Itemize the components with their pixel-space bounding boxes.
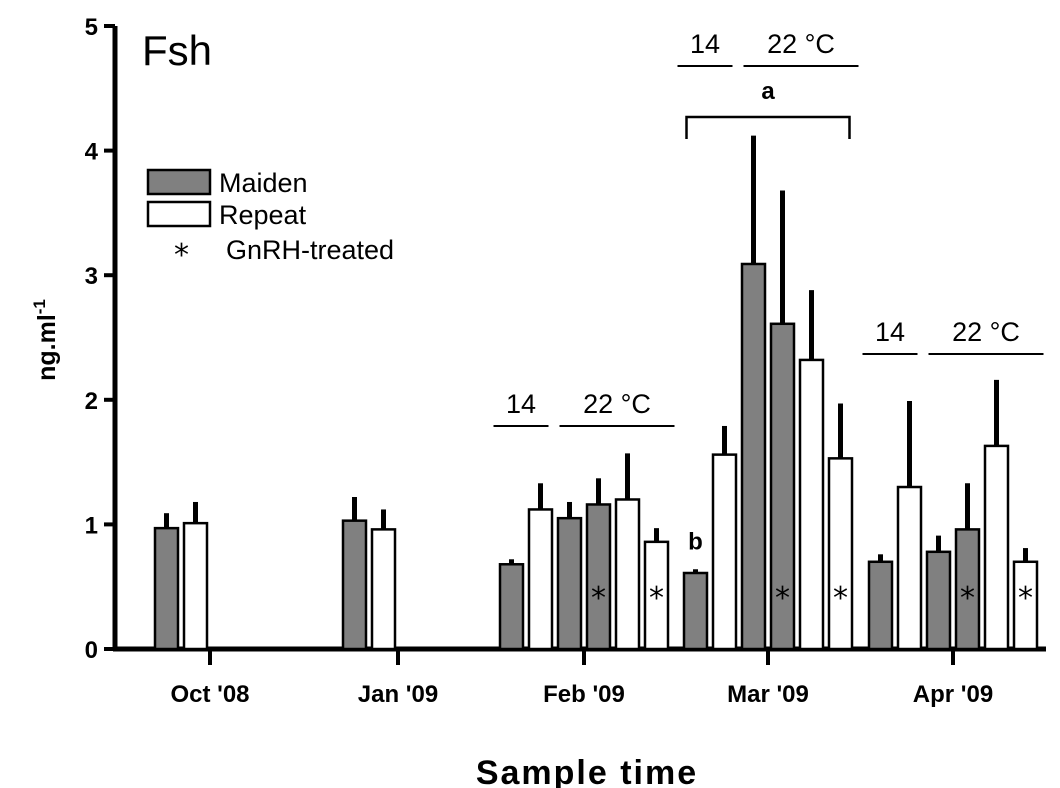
x-tick-label-0: Oct '08 bbox=[170, 681, 249, 708]
bar-1-1 bbox=[370, 528, 397, 651]
annotations: 14 22 °C b 14 22 °C a 14 22 °C bbox=[493, 29, 1044, 555]
temp-label-22-3: 22 °C bbox=[767, 29, 835, 59]
y-tick-label-5: 5 bbox=[85, 14, 98, 41]
y-tick-label-3: 3 bbox=[85, 263, 98, 290]
x-tick-label-4: Apr '09 bbox=[913, 681, 993, 708]
bracket-3 bbox=[685, 115, 851, 139]
y-axis-title-group: ng.ml-1 bbox=[30, 299, 61, 381]
y-ticks: 0 1 2 3 4 5 bbox=[85, 14, 115, 664]
legend-symbol-gnrh: * bbox=[174, 238, 189, 273]
gnrh-marker-4-3: * bbox=[960, 581, 975, 616]
bar-4-2 bbox=[925, 550, 952, 651]
y-axis-title-main: ng.ml bbox=[33, 314, 61, 381]
bar-3-4 bbox=[798, 358, 825, 651]
bar-3-5 bbox=[827, 457, 854, 651]
bar-0-1 bbox=[182, 521, 209, 651]
legend-label-maiden: Maiden bbox=[219, 168, 308, 198]
x-tick-label-2: Feb '09 bbox=[543, 681, 625, 708]
bar-2-4 bbox=[614, 498, 641, 651]
y-axis-title-superscript: -1 bbox=[30, 299, 49, 314]
legend: Maiden Repeat * GnRH-treated bbox=[146, 168, 394, 273]
temp-label-14-2: 14 bbox=[506, 389, 536, 419]
bar-4-4 bbox=[983, 444, 1010, 651]
bar-4-1 bbox=[896, 485, 923, 651]
gnrh-marker-3-5: * bbox=[833, 581, 848, 616]
gnrh-marker-2-5: * bbox=[649, 581, 664, 616]
bracket-label-3: a bbox=[761, 78, 775, 105]
gnrh-marker-3-3: * bbox=[775, 581, 790, 616]
gnrh-marker-2-3: * bbox=[591, 581, 606, 616]
bar-2-3 bbox=[585, 503, 612, 651]
temp-label-22-4: 22 °C bbox=[952, 317, 1020, 347]
bar-2-1 bbox=[527, 508, 554, 651]
bar-2-2 bbox=[556, 516, 583, 651]
y-tick-label-0: 0 bbox=[85, 637, 98, 664]
x-axis-title: Sample time bbox=[476, 754, 698, 788]
gnrh-marker-4-5: * bbox=[1018, 581, 1033, 616]
legend-label-repeat: Repeat bbox=[219, 200, 307, 230]
legend-label-gnrh: GnRH-treated bbox=[226, 235, 394, 265]
bar-0-0 bbox=[153, 526, 180, 651]
x-ticks: Oct '08 Jan '09 Feb '09 Mar '09 Apr '09 bbox=[170, 651, 993, 708]
legend-swatch-maiden bbox=[146, 168, 212, 196]
temp-label-22-2: 22 °C bbox=[583, 389, 651, 419]
bar-4-5 bbox=[1012, 560, 1039, 651]
bar-1-0 bbox=[341, 519, 368, 651]
significance-label-3-0: b bbox=[688, 528, 703, 555]
x-tick-label-1: Jan '09 bbox=[358, 681, 438, 708]
y-axis-title: ng.ml-1 bbox=[30, 299, 61, 381]
bar-3-2 bbox=[740, 262, 767, 651]
legend-swatch-repeat bbox=[146, 200, 212, 228]
bars: * * * * * * bbox=[153, 135, 1039, 651]
temp-label-14-4: 14 bbox=[875, 317, 905, 347]
bar-4-3 bbox=[954, 528, 981, 651]
x-tick-label-3: Mar '09 bbox=[727, 681, 809, 708]
bar-2-0 bbox=[498, 563, 525, 651]
bar-2-5 bbox=[643, 540, 670, 651]
bar-3-0 bbox=[682, 571, 709, 651]
chart-title: Fsh bbox=[142, 27, 212, 74]
y-tick-label-4: 4 bbox=[85, 139, 99, 166]
bar-3-3 bbox=[769, 322, 796, 651]
y-tick-label-1: 1 bbox=[85, 512, 98, 539]
y-tick-label-2: 2 bbox=[85, 388, 98, 415]
bar-3-1 bbox=[711, 453, 738, 651]
bar-4-0 bbox=[867, 560, 894, 651]
temp-label-14-3: 14 bbox=[690, 29, 720, 59]
